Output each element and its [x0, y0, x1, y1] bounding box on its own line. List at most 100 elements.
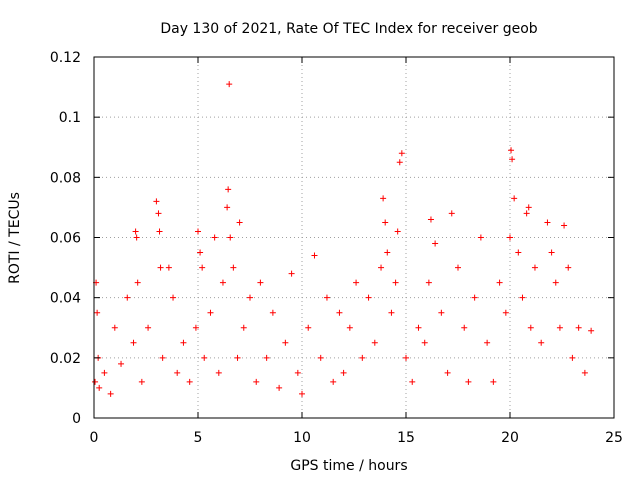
- data-point: [159, 354, 166, 361]
- data-point: [477, 234, 484, 241]
- data-point: [427, 216, 434, 223]
- data-point: [565, 264, 572, 271]
- data-point: [461, 324, 468, 331]
- data-point: [96, 384, 103, 391]
- data-point: [107, 390, 114, 397]
- data-point: [323, 294, 330, 301]
- data-point: [236, 219, 243, 226]
- data-point: [288, 270, 295, 277]
- data-point: [519, 294, 526, 301]
- data-point: [247, 294, 253, 301]
- data-point: [282, 339, 289, 346]
- data-point: [134, 279, 141, 286]
- data-point: [544, 219, 551, 226]
- data-point: [371, 339, 378, 346]
- data-point: [192, 324, 199, 331]
- data-point: [392, 279, 399, 286]
- data-point: [507, 234, 513, 241]
- data-point: [180, 339, 187, 346]
- data-point: [330, 378, 337, 385]
- y-tick-label: 0: [72, 411, 81, 427]
- data-point: [174, 369, 181, 376]
- data-point: [224, 204, 231, 211]
- data-point: [94, 309, 101, 316]
- y-tick-label: 0.04: [50, 291, 81, 307]
- data-point: [432, 240, 439, 247]
- data-point: [388, 309, 395, 316]
- data-point: [197, 249, 204, 256]
- data-point: [225, 186, 232, 193]
- data-point: [396, 159, 403, 166]
- data-point: [502, 309, 509, 316]
- data-point: [538, 339, 545, 346]
- data-point: [226, 81, 233, 88]
- data-point: [92, 378, 99, 385]
- x-tick-label: 15: [397, 430, 415, 446]
- data-point: [525, 204, 532, 211]
- data-point: [588, 327, 595, 334]
- data-point: [132, 228, 139, 235]
- x-tick-label: 0: [90, 430, 99, 446]
- data-point: [382, 219, 389, 226]
- data-point: [195, 228, 201, 235]
- x-axis-label: GPS time / hours: [290, 458, 407, 474]
- x-tick-label: 20: [501, 430, 519, 446]
- data-point: [561, 222, 568, 229]
- data-point: [556, 324, 563, 331]
- data-point: [380, 195, 387, 202]
- data-point: [263, 354, 270, 361]
- data-point: [215, 369, 222, 376]
- y-tick-label: 0.1: [59, 110, 81, 126]
- data-point: [552, 279, 559, 286]
- data-point: [490, 378, 497, 385]
- data-point: [170, 294, 177, 301]
- data-point: [484, 339, 491, 346]
- data-points: [92, 81, 595, 397]
- y-tick-label: 0.02: [50, 351, 81, 367]
- data-point: [227, 234, 234, 241]
- axes: 0 5 10 15 20 25 0 0.02 0.04 0.06 0.08 0.1 0.12: [50, 50, 623, 446]
- data-point: [448, 210, 455, 217]
- data-point: [471, 294, 478, 301]
- data-point: [124, 294, 131, 301]
- data-point: [409, 378, 416, 385]
- chart-title: Day 130 of 2021, Rate Of TEC Index for r…: [160, 21, 537, 37]
- data-point: [294, 369, 301, 376]
- data-point: [527, 324, 534, 331]
- data-point: [455, 264, 461, 271]
- data-point: [403, 354, 409, 361]
- data-point: [415, 324, 422, 331]
- data-point: [421, 339, 428, 346]
- y-tick-label: 0.12: [50, 50, 81, 66]
- data-point: [508, 147, 515, 154]
- data-point: [276, 384, 283, 391]
- data-point: [365, 294, 372, 301]
- x-tick-label: 5: [194, 430, 203, 446]
- data-point: [317, 354, 324, 361]
- data-point: [207, 309, 214, 316]
- data-point: [199, 264, 206, 271]
- data-point: [153, 198, 160, 205]
- data-point: [496, 279, 503, 286]
- data-point: [509, 156, 516, 163]
- data-point: [346, 324, 353, 331]
- data-point: [311, 252, 318, 259]
- data-point: [186, 378, 193, 385]
- data-point: [581, 369, 588, 376]
- data-point: [257, 279, 264, 286]
- data-point: [145, 324, 152, 331]
- data-point: [253, 378, 260, 385]
- data-point: [133, 234, 140, 241]
- data-point: [269, 309, 276, 316]
- data-point: [438, 309, 445, 316]
- data-point: [211, 234, 218, 241]
- data-point: [575, 324, 582, 331]
- y-tick-label: 0.08: [50, 170, 81, 186]
- data-point: [111, 324, 118, 331]
- data-point: [511, 195, 518, 202]
- data-point: [336, 309, 343, 316]
- data-point: [515, 249, 522, 256]
- data-point: [394, 228, 401, 235]
- x-tick-label: 25: [605, 430, 623, 446]
